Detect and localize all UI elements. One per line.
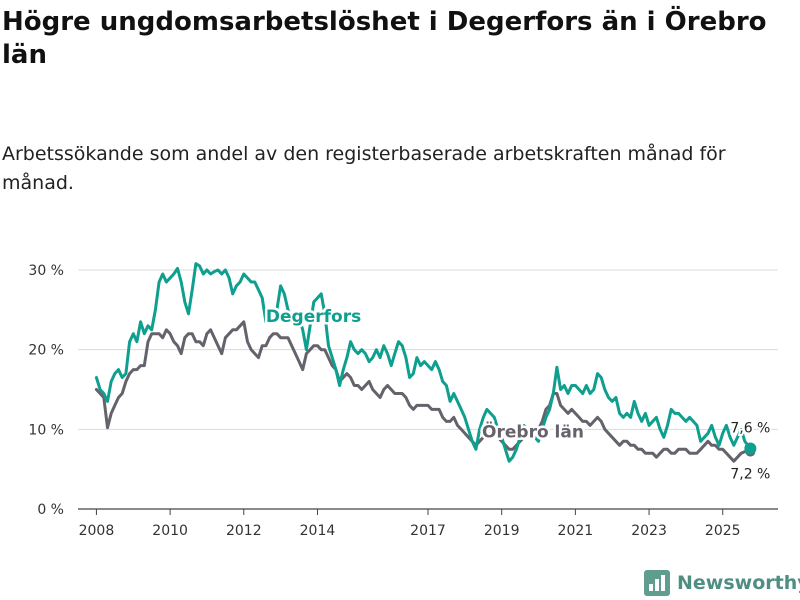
y-tick-label: 30 % bbox=[28, 263, 64, 279]
degerfors-label: Degerfors bbox=[266, 307, 361, 327]
brand-logo: Newsworthy bbox=[644, 568, 800, 598]
brand-name: Newsworthy bbox=[677, 572, 800, 594]
y-tick-label: 0 % bbox=[37, 502, 64, 518]
series-lines bbox=[94, 262, 752, 463]
x-axis-ticks: 2008 2010 2012 2014 2017 2019 2021 2023 2025 bbox=[79, 509, 741, 539]
x-tick-label: 2023 bbox=[631, 523, 667, 539]
chart-subtitle: Arbetssökande som andel av den registerb… bbox=[2, 143, 726, 194]
x-tick-label: 2021 bbox=[558, 523, 594, 539]
degerfors-end-point bbox=[744, 442, 757, 455]
degerfors-end-label: 7,6 % bbox=[730, 420, 770, 436]
y-tick-label: 20 % bbox=[28, 343, 64, 359]
x-tick-label: 2008 bbox=[79, 523, 115, 539]
x-tick-label: 2017 bbox=[410, 523, 446, 539]
orebro-lan-end-label: 7,2 % bbox=[730, 467, 770, 483]
x-tick-label: 2025 bbox=[705, 523, 741, 539]
end-markers: 7,6 % 7,2 % bbox=[728, 418, 772, 484]
degerfors-line bbox=[94, 262, 752, 463]
chart-title: Högre ungdomsarbetslöshet i Degerfors än… bbox=[2, 7, 767, 70]
orebro-lan-label: Örebro län bbox=[482, 420, 584, 442]
gridlines bbox=[78, 269, 778, 510]
orebro-lan-line bbox=[94, 320, 752, 463]
bar-chart-icon bbox=[644, 570, 670, 596]
series-labels: Degerfors Örebro län bbox=[263, 304, 586, 445]
y-tick-label: 10 % bbox=[28, 422, 64, 438]
x-tick-label: 2012 bbox=[226, 523, 262, 539]
x-tick-label: 2019 bbox=[484, 523, 520, 539]
y-axis-ticks: 0 % 10 % 20 % 30 % bbox=[28, 263, 64, 518]
x-tick-label: 2014 bbox=[300, 523, 336, 539]
x-tick-label: 2010 bbox=[152, 523, 188, 539]
